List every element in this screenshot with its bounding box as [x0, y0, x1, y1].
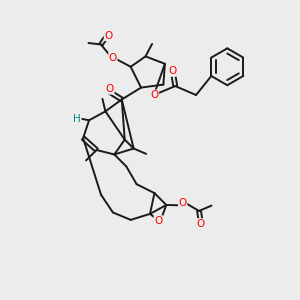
- Text: O: O: [104, 31, 112, 40]
- Text: O: O: [150, 90, 159, 100]
- Text: O: O: [178, 199, 187, 208]
- Text: O: O: [109, 53, 117, 63]
- Text: O: O: [168, 66, 176, 76]
- Text: O: O: [154, 216, 162, 226]
- Text: O: O: [106, 84, 114, 94]
- Text: O: O: [196, 219, 205, 229]
- Text: H: H: [73, 114, 81, 124]
